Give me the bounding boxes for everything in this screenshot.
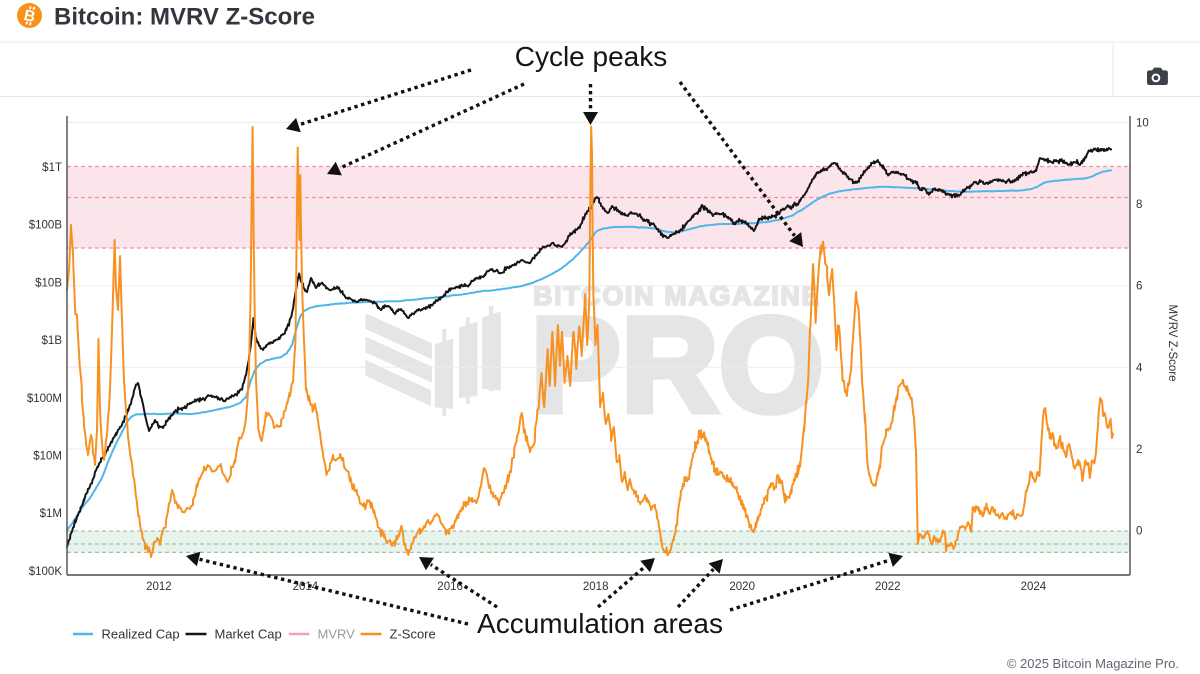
svg-text:$10M: $10M xyxy=(33,451,62,463)
svg-text:Market Cap: Market Cap xyxy=(215,627,282,642)
svg-text:© 2025 Bitcoin Magazine Pro.: © 2025 Bitcoin Magazine Pro. xyxy=(1007,656,1179,671)
svg-text:4: 4 xyxy=(1136,362,1143,374)
svg-text:2022: 2022 xyxy=(875,581,901,593)
svg-text:Z-Score: Z-Score xyxy=(390,627,436,642)
svg-text:B: B xyxy=(22,7,37,26)
svg-text:Bitcoin: MVRV Z-Score: Bitcoin: MVRV Z-Score xyxy=(54,4,315,31)
svg-text:2: 2 xyxy=(1136,444,1142,456)
svg-text:8: 8 xyxy=(1136,199,1142,211)
svg-text:2018: 2018 xyxy=(583,581,609,593)
svg-text:6: 6 xyxy=(1136,281,1142,293)
svg-text:2024: 2024 xyxy=(1021,581,1047,593)
svg-text:MVRV: MVRV xyxy=(318,627,356,642)
svg-text:PRO: PRO xyxy=(531,291,824,440)
svg-text:$1B: $1B xyxy=(42,335,63,347)
svg-text:0: 0 xyxy=(1136,526,1142,538)
svg-text:2012: 2012 xyxy=(146,581,172,593)
svg-text:$100M: $100M xyxy=(27,393,62,405)
svg-text:$1M: $1M xyxy=(40,508,62,520)
svg-text:MVRV Z-Score: MVRV Z-Score xyxy=(1166,304,1178,381)
svg-text:Realized Cap: Realized Cap xyxy=(102,627,180,642)
svg-text:Cycle peaks: Cycle peaks xyxy=(515,41,668,72)
svg-text:$1T: $1T xyxy=(42,162,62,174)
svg-text:$100K: $100K xyxy=(29,566,63,578)
svg-text:10: 10 xyxy=(1136,117,1149,129)
svg-text:$10B: $10B xyxy=(35,277,62,289)
svg-text:$100B: $100B xyxy=(29,220,63,232)
svg-text:2016: 2016 xyxy=(437,581,463,593)
svg-text:2020: 2020 xyxy=(729,581,755,593)
svg-text:Accumulation areas: Accumulation areas xyxy=(477,608,723,639)
svg-text:2014: 2014 xyxy=(293,581,319,593)
